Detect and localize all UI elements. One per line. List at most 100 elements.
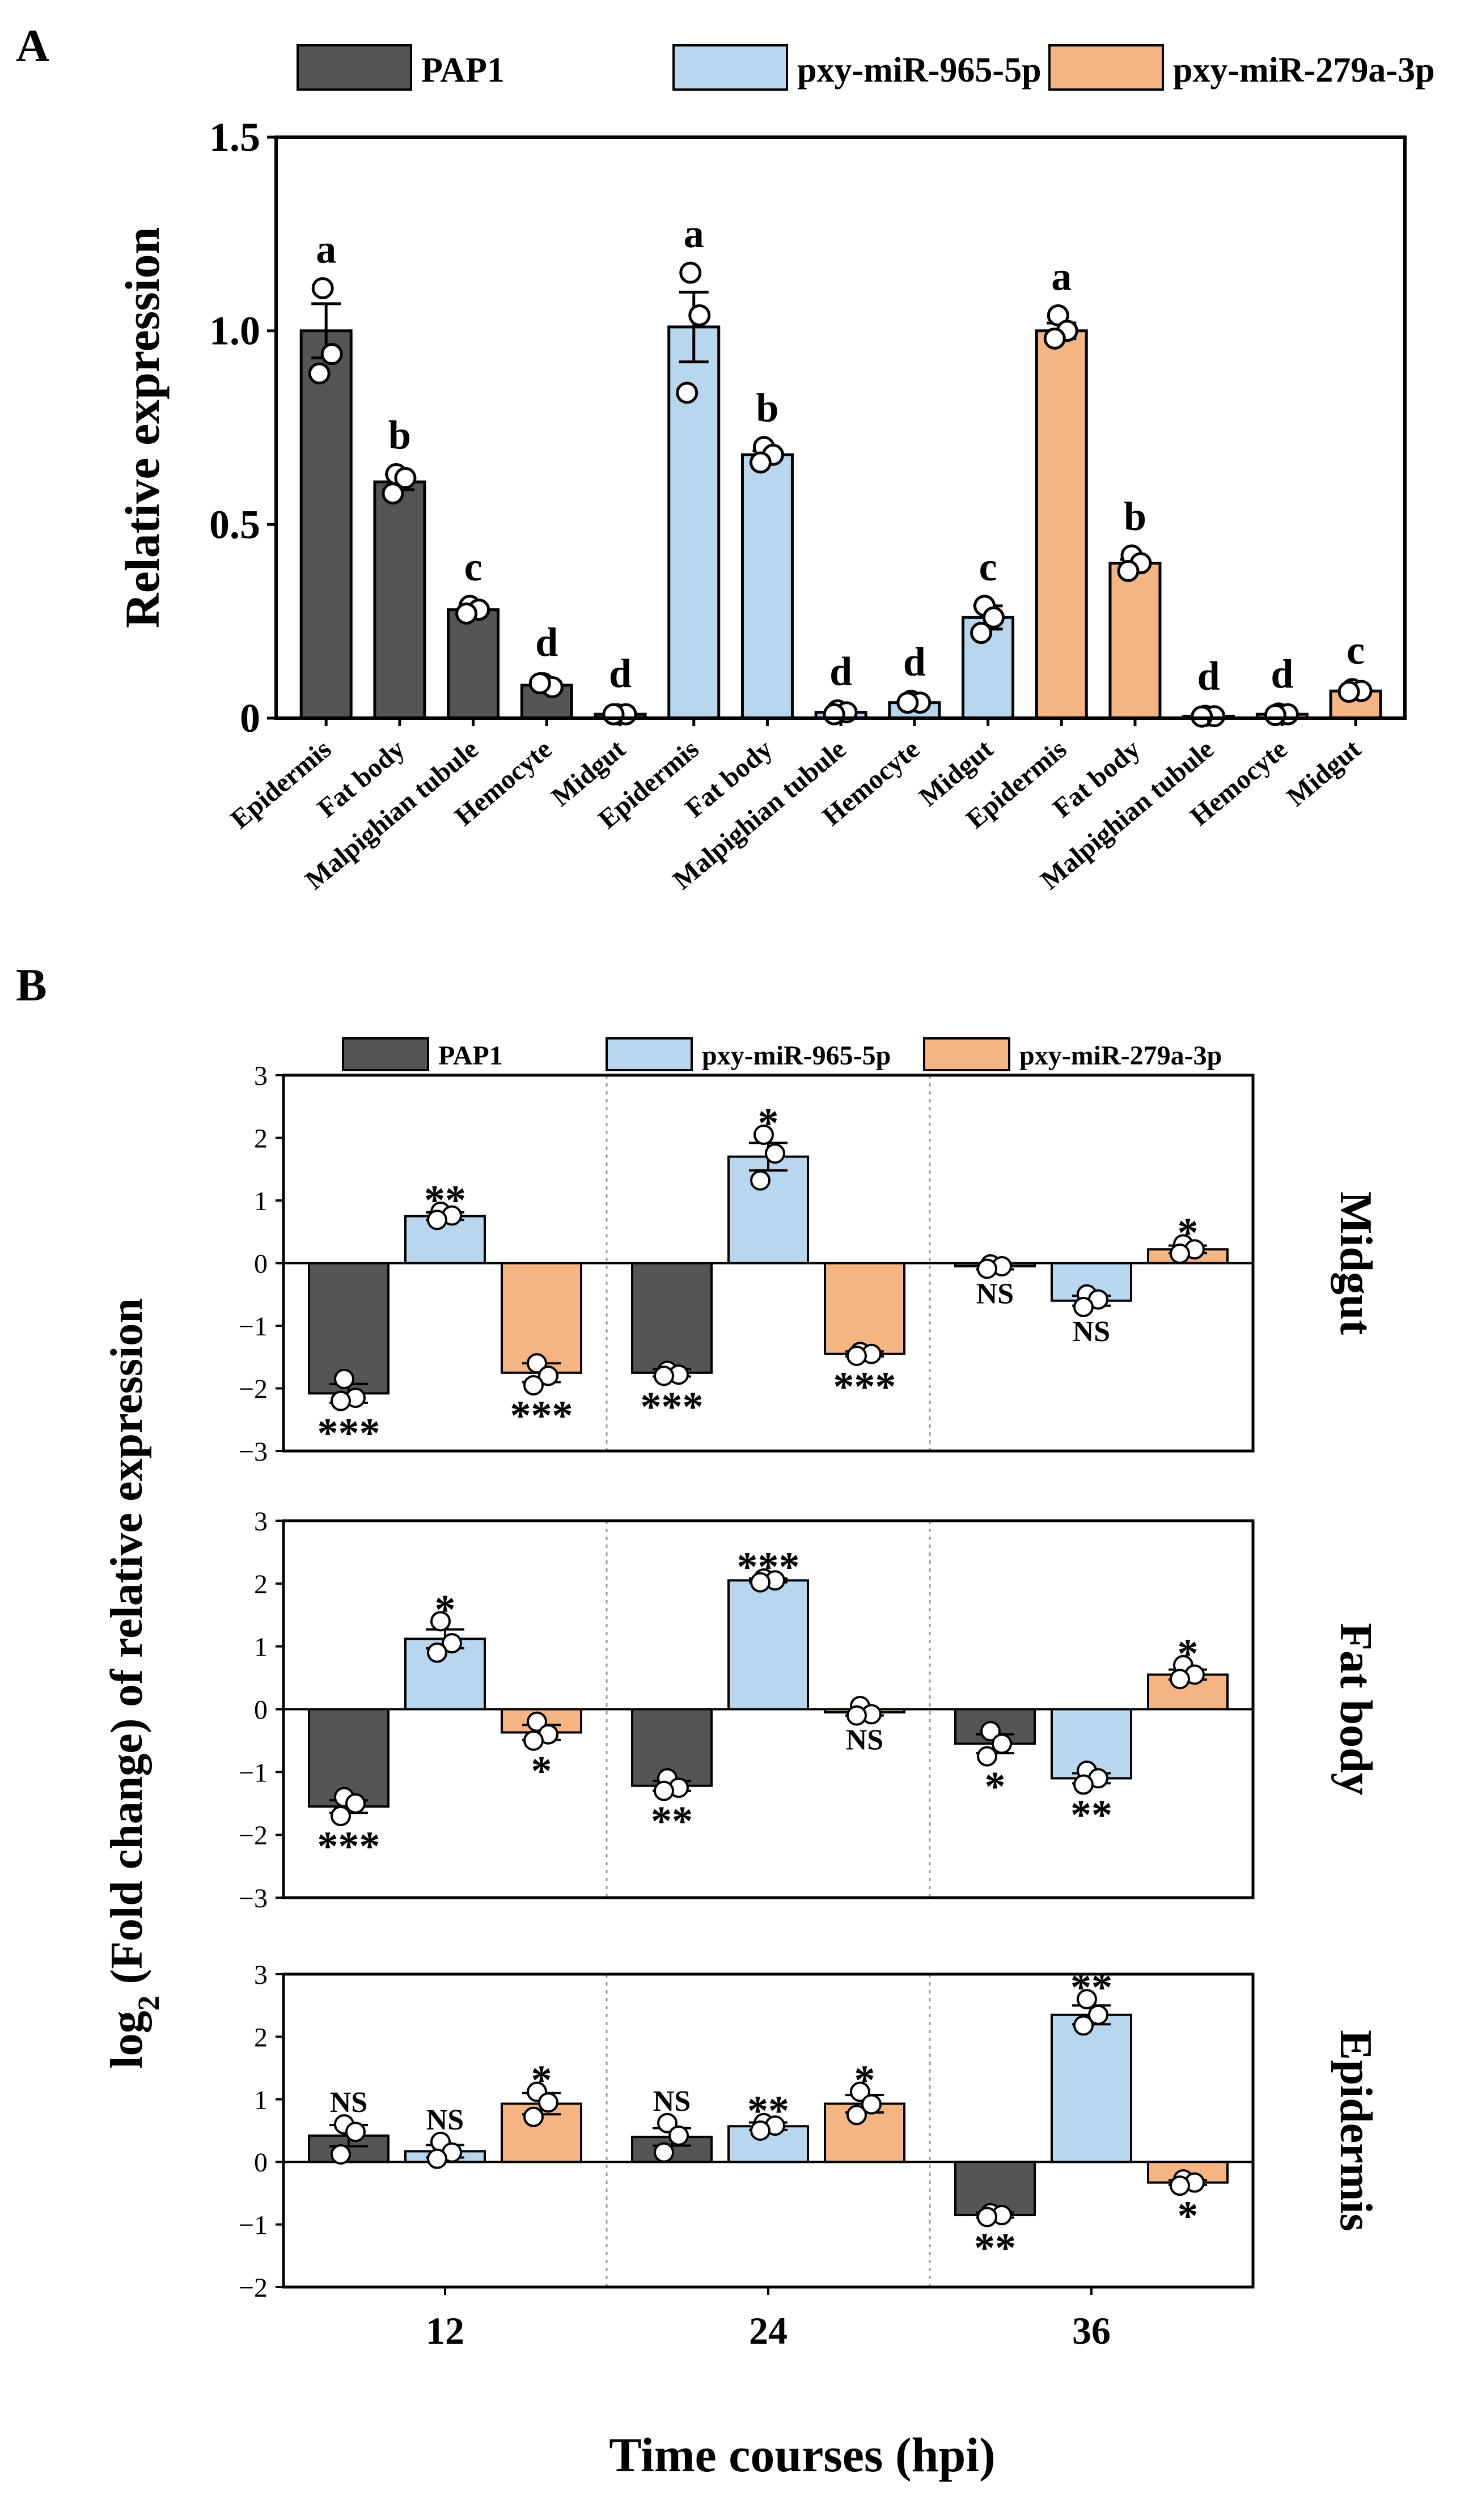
a-point-11-2: [1117, 559, 1140, 582]
b-point-2-0-2-2: [977, 2207, 997, 2228]
b-ytick-label-0-6: 3: [254, 1061, 268, 1091]
a-point-1-1: [394, 466, 417, 489]
a-point-0-0: [311, 277, 334, 299]
b-ytick-label-2-3: 1: [254, 2085, 268, 2115]
b-sig-0-2-2: *: [1178, 1210, 1199, 1256]
a-point-10-2: [1043, 327, 1066, 350]
a-point-0-2: [308, 362, 331, 385]
b-tissue-label-2: Epidermis: [1331, 2030, 1381, 2231]
b-point-1-0-0-1: [345, 1793, 366, 1814]
b-bar-0-1-1: [727, 1155, 809, 1265]
b-sig-2-0-1: NS: [653, 2085, 691, 2118]
b-xtick-label-2: 36: [1072, 2309, 1111, 2352]
a-letter-11: b: [1124, 494, 1146, 539]
b-ytick-label-0-1: −2: [239, 1374, 268, 1405]
b-legend-swatch-0: [342, 1037, 429, 1071]
a-ytick-label-3: 1.5: [209, 114, 260, 160]
b-point-2-0-0-1: [345, 2122, 366, 2143]
b-point-2-2-2-2: [1170, 2175, 1190, 2196]
b-ytick-label-0-0: −3: [239, 1437, 268, 1467]
a-point-0-1: [320, 343, 343, 366]
b-xtick-label-1: 24: [749, 2309, 788, 2352]
a-letter-8: d: [903, 639, 926, 684]
b-point-1-2-0-0: [527, 1711, 547, 1732]
b-xlabel: Time courses (hpi): [609, 2428, 996, 2482]
b-ytick-label-1-2: −1: [239, 1758, 268, 1788]
a-letter-7: d: [829, 648, 852, 694]
b-point-2-2-0-1: [538, 2092, 558, 2113]
a-point-13-2: [1264, 704, 1286, 727]
b-legend-label-2: pxy-miR-279a-3p: [1019, 1041, 1222, 1071]
b-tissue-label-0: Midgut: [1331, 1191, 1381, 1335]
a-letter-10: a: [1051, 253, 1072, 299]
b-ytick-label-0-2: −1: [239, 1312, 268, 1342]
a-ytick-label-0: 0: [240, 695, 260, 741]
b-ytick-label-1-1: −2: [239, 1821, 268, 1851]
b-bar-1-1-1: [727, 1579, 809, 1711]
b-sig-1-1-1: ***: [737, 1544, 800, 1590]
b-legend-swatch-2: [923, 1037, 1010, 1071]
b-bar-2-1-2: [1051, 2013, 1132, 2163]
a-bar-1: [373, 480, 426, 720]
b-point-0-1-2-2: [1073, 1296, 1094, 1317]
b-point-1-0-2-1: [992, 1733, 1012, 1754]
b-bar-0-1-2: [1051, 1262, 1132, 1302]
a-point-8-2: [896, 691, 919, 714]
b-ytick-label-0-5: 2: [254, 1124, 268, 1154]
a-point-6-2: [749, 451, 772, 474]
b-ytick-label-2-0: −2: [239, 2273, 268, 2303]
b-point-0-0-0-0: [334, 1368, 354, 1389]
b-ytick-label-1-4: 1: [254, 1632, 268, 1662]
b-point-2-1-2-1: [1088, 2004, 1108, 2025]
b-point-0-1-0-2: [427, 1210, 447, 1231]
b-point-1-1-0-1: [442, 1633, 462, 1654]
b-point-2-1-1-2: [750, 2120, 771, 2141]
b-ytick-label-2-1: −1: [239, 2211, 268, 2241]
b-sig-2-1-2: **: [1070, 1965, 1112, 2011]
a-axes-frame: [274, 135, 1407, 720]
b-point-1-0-1-2: [654, 1780, 674, 1801]
b-point-1-1-1-2: [750, 1572, 771, 1593]
b-sig-1-1-0: *: [435, 1586, 456, 1633]
b-point-2-0-0-2: [331, 2144, 351, 2165]
b-point-0-2-0-0: [527, 1353, 547, 1374]
b-sig-0-0-1: ***: [641, 1384, 704, 1431]
a-letter-6: b: [756, 385, 778, 431]
b-point-2-0-1-2: [654, 2142, 674, 2163]
b-tissue-label-1: Fat body: [1331, 1623, 1381, 1796]
b-ytick-label-2-2: 0: [254, 2148, 268, 2178]
a-bar-6: [740, 453, 794, 720]
b-bar-0-2-1: [824, 1262, 905, 1355]
a-letter-4: d: [609, 651, 632, 696]
a-legend-label-2: pxy-miR-279a-3p: [1173, 51, 1435, 90]
b-ylabel-sub: 2: [132, 1996, 166, 2011]
a-legend-label-0: PAP1: [421, 51, 505, 90]
a-point-1-2: [382, 482, 404, 505]
a-tick-label-14: Midgut: [1281, 734, 1367, 812]
b-point-1-0-2-2: [977, 1746, 997, 1767]
b-ytick-label-2-5: 3: [254, 1960, 268, 1990]
b-ytick-label-0-4: 1: [254, 1186, 268, 1216]
a-letter-13: d: [1271, 651, 1293, 697]
b-ytick-label-1-3: 0: [254, 1695, 268, 1725]
b-sig-1-0-1: **: [651, 1798, 693, 1845]
panel-a-label: A: [16, 20, 49, 71]
b-point-1-1-0-0: [430, 1611, 451, 1632]
a-bar-10: [1035, 329, 1088, 720]
b-point-2-2-1-2: [846, 2105, 867, 2126]
a-letter-9: c: [979, 544, 997, 589]
a-letter-14: c: [1347, 627, 1365, 673]
a-letter-2: c: [464, 544, 482, 589]
a-point-5-0: [679, 261, 702, 284]
b-point-2-2-0-2: [523, 2106, 544, 2127]
b-ytick-label-2-4: 2: [254, 2022, 268, 2052]
b-bar-0-0-1: [631, 1262, 713, 1374]
a-letter-1: b: [388, 413, 411, 458]
b-ylabel-rest: (Fold change) of relative expression: [102, 1298, 152, 1995]
b-ytick-label-0-3: 0: [254, 1249, 268, 1279]
b-ylabel-main: log: [102, 2011, 152, 2069]
b-legend-label-1: pxy-miR-965-5p: [702, 1041, 891, 1071]
